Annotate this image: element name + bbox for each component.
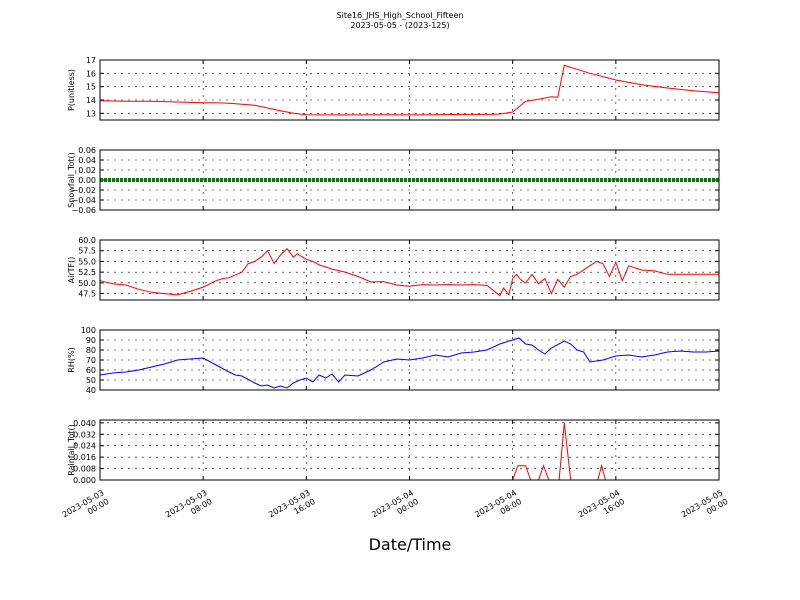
panel-frame <box>99 329 720 391</box>
y-tick-label: 0.016 <box>73 453 96 462</box>
y-tick-label: 0.02 <box>78 166 96 175</box>
y-tick-label: 57.5 <box>78 247 96 256</box>
panel-frame <box>99 149 720 211</box>
y-tick-label: 0.008 <box>73 465 96 474</box>
y-axis-label: Snowfall_Tot() <box>67 152 76 208</box>
series-line <box>100 422 719 481</box>
y-axis-label: RH(%) <box>67 347 76 372</box>
panel-frame <box>99 239 720 301</box>
chart-subtitle: 2023-05-05 - (2023-125) <box>350 21 450 30</box>
y-axis-label: Rainfall_Tot() <box>67 424 76 476</box>
y-tick-label: −0.04 <box>71 196 96 205</box>
y-axis-label: P(unitless) <box>67 69 76 111</box>
y-tick-label: 70 <box>86 356 96 365</box>
y-tick-label: 100 <box>81 326 96 335</box>
series-line <box>99 247 719 297</box>
y-tick-label: 0.06 <box>78 146 96 155</box>
y-tick-label: 90 <box>86 336 96 345</box>
y-tick-label: −0.06 <box>71 206 96 215</box>
y-tick-label: 0.00 <box>78 176 96 185</box>
y-tick-label: 55.0 <box>78 257 96 266</box>
y-tick-label: 16 <box>86 69 96 78</box>
y-tick-label: 14 <box>86 96 96 105</box>
y-tick-label: 52.5 <box>78 268 96 277</box>
series-line <box>99 337 720 389</box>
y-tick-label: 40 <box>86 386 96 395</box>
y-tick-label: 50.0 <box>78 279 96 288</box>
y-tick-label: 0.040 <box>73 419 96 428</box>
x-axis-label: Date/Time <box>368 535 452 554</box>
y-tick-label: 80 <box>86 346 96 355</box>
y-tick-label: 15 <box>86 83 96 92</box>
series-line <box>99 64 720 116</box>
y-tick-label: 60 <box>86 366 96 375</box>
y-tick-label: 0.032 <box>73 430 96 439</box>
y-axis-label: AirTF() <box>67 257 76 284</box>
chart-title: Site16_JHS_High_School_Fifteen <box>336 11 464 20</box>
y-tick-label: 13 <box>86 109 96 118</box>
y-tick-label: 0.000 <box>73 476 96 485</box>
y-tick-label: 50 <box>86 376 96 385</box>
panel-frame <box>99 419 720 481</box>
y-tick-label: 17 <box>86 56 96 65</box>
y-tick-label: −0.02 <box>71 186 96 195</box>
y-tick-label: 47.5 <box>78 290 96 299</box>
y-tick-label: 0.04 <box>78 156 96 165</box>
panel-frame <box>99 59 720 121</box>
y-tick-label: 0.024 <box>73 442 96 451</box>
y-tick-label: 60.0 <box>78 236 96 245</box>
